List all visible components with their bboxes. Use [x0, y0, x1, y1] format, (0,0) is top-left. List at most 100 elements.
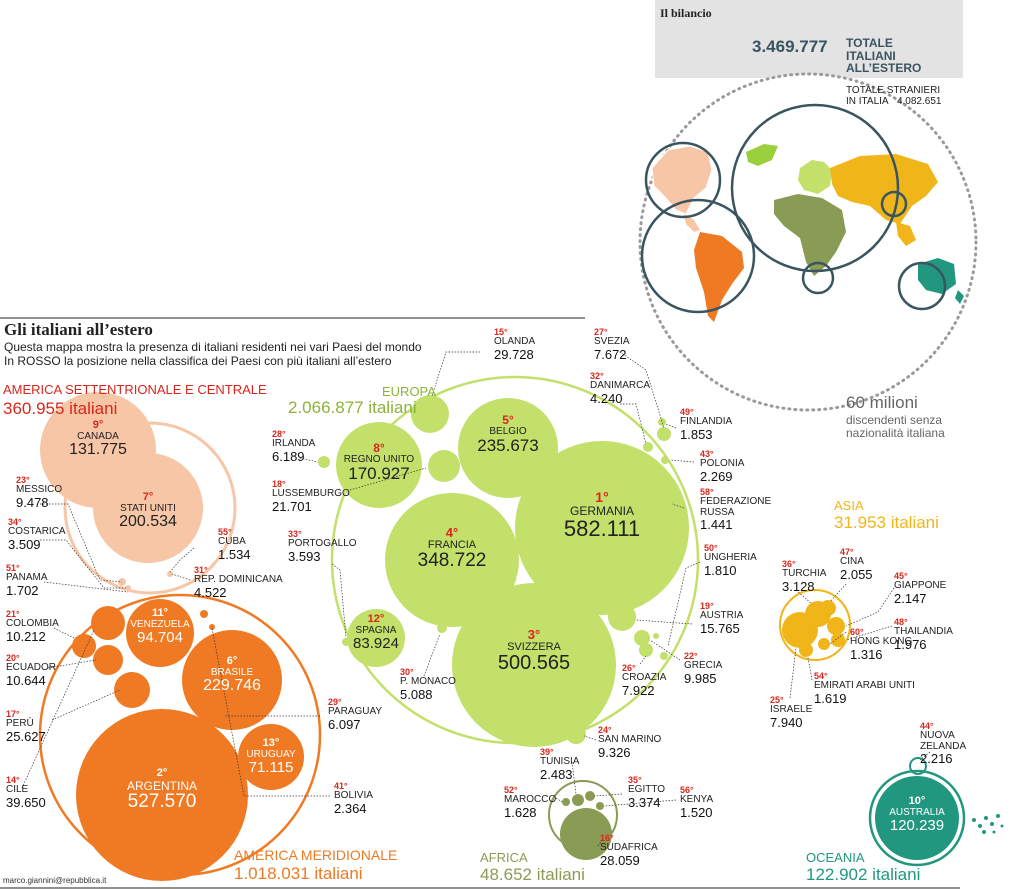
bubble-thailandia — [831, 633, 845, 647]
label-ecuador-rank: 20° — [6, 653, 20, 663]
label-ecuador-name: ECUADOR — [6, 662, 57, 674]
label-israele: 25° ISRAELE 7.940 — [770, 695, 812, 730]
label-portogallo-name: PORTOGALLO — [288, 538, 357, 550]
label-costarica-name: COSTARICA — [8, 526, 66, 538]
label-peru-name: PERÙ — [6, 718, 34, 730]
leader-cina — [829, 583, 847, 603]
label-colombia-name: COLOMBIA — [6, 618, 59, 630]
label-sudafrica-value: 28.059 — [600, 852, 640, 868]
bubble-cina — [820, 600, 836, 616]
label-cile: 14° CILE 39.650 — [6, 775, 46, 810]
label-cile-rank: 14° — [6, 775, 20, 785]
leader-monaco — [423, 633, 441, 677]
label-irlanda: 28° IRLANDA 6.189 — [272, 429, 316, 464]
label-svizzera: 3° SVIZZERA 500.565 — [478, 628, 590, 674]
region-nord-name: AMERICA SETTENTRIONALE E CENTRALE — [3, 382, 267, 397]
bubble-austria — [608, 603, 636, 631]
label-argentina-rank: 2° — [156, 767, 168, 779]
region-africa-total: 48.652 italiani — [480, 865, 585, 884]
label-spagna-name: SPAGNA — [355, 624, 397, 636]
label-bolivia-name: BOLIVIA — [334, 790, 373, 802]
asia-region-ring — [779, 589, 851, 661]
label-finlandia-value: 1.853 — [680, 426, 713, 442]
label-repdom-value: 4.522 — [194, 584, 227, 600]
label-croazia-rank: 26° — [622, 663, 636, 673]
label-argentina-name: ARGENTINA — [126, 778, 197, 793]
label-croazia-value: 7.922 — [622, 682, 655, 698]
bubble-kenya — [596, 802, 604, 810]
label-svizzera-rank: 3° — [527, 627, 541, 642]
europa-map-notch — [516, 568, 528, 578]
label-australia-value: 120.239 — [889, 817, 945, 835]
label-panama-name: PANAMA — [6, 572, 48, 584]
label-bolivia-rank: 41° — [334, 781, 348, 791]
label-australia-rank: 10° — [908, 795, 926, 807]
bubble-giappone — [827, 617, 845, 635]
label-nuovazelanda-value: 2.216 — [920, 751, 953, 767]
bilancio-foreign: TOTALE STRANIERI IN ITALIA 4.082.651 — [846, 85, 941, 107]
leader-thailandia — [845, 625, 893, 641]
label-germania: 1° GERMANIA 582.111 — [542, 490, 662, 541]
bubble-polonia — [661, 456, 669, 464]
region-sud-total: 1.018.031 italiani — [234, 864, 363, 883]
label-hongkong-name: HONG KONG — [850, 636, 913, 648]
leader-danimarca — [620, 403, 647, 445]
label-marocco-rank: 52° — [504, 785, 518, 795]
label-cina-value: 2.055 — [840, 566, 873, 582]
label-monaco-rank: 30° — [400, 667, 414, 677]
label-canada-name: CANADA — [77, 430, 119, 442]
label-thailandia-name: THAILANDIA — [894, 626, 953, 638]
subtitle-line-1: Questa mappa mostra la presenza di itali… — [4, 340, 422, 354]
region-oceania-total: 122.902 italiani — [806, 865, 921, 884]
region-europa-name: EUROPA — [382, 384, 436, 399]
label-giappone-rank: 45° — [894, 571, 908, 581]
label-giappone: 45° GIAPPONE 2.147 — [894, 571, 946, 606]
label-olanda: 15° OLANDA 29.728 — [494, 327, 535, 362]
label-kenya-rank: 56° — [680, 785, 694, 795]
label-panama: 51° PANAMA 1.702 — [6, 563, 48, 598]
bubble-egitto — [585, 791, 595, 801]
label-usa-value: 200.534 — [119, 513, 177, 531]
leader-grecia — [649, 639, 681, 661]
label-messico: 23° MESSICO 9.478 — [16, 475, 62, 510]
label-cuba-value: 1.534 — [218, 546, 251, 562]
bubble-olanda — [411, 395, 449, 433]
label-tunisia-value: 2.483 — [540, 766, 573, 782]
bubble-francia — [385, 493, 519, 627]
leader-costarica — [40, 539, 126, 589]
label-svezia-name: SVEZIA — [594, 336, 630, 348]
label-cuba: 55° CUBA 1.534 — [218, 527, 251, 562]
label-cina-name: CINA — [840, 556, 864, 568]
leader-hongkong — [829, 631, 847, 645]
label-danimarca: 32° DANIMARCA 4.240 — [590, 371, 650, 406]
label-polonia: 43° POLONIA 2.269 — [700, 449, 744, 484]
label-marocco: 52° MAROCCO 1.628 — [504, 785, 556, 820]
map-central-america — [684, 214, 700, 232]
label-venezuela-rank: 11° — [151, 607, 169, 619]
label-panama-rank: 51° — [6, 563, 20, 573]
bilancio-total-value: 3.469.777 — [752, 37, 828, 56]
bilancio-descendants-label-2: nazionalità italiana — [846, 425, 945, 440]
leader-ecuador — [47, 659, 97, 669]
label-svezia-value: 7.672 — [594, 346, 627, 362]
label-tunisia-name: TUNISIA — [540, 756, 580, 768]
map-africa — [774, 194, 846, 276]
label-svezia-rank: 27° — [594, 327, 608, 337]
label-turchia: 36° TURCHIA 3.128 — [782, 559, 826, 594]
label-israele-value: 7.940 — [770, 714, 803, 730]
leader-kenya — [603, 799, 677, 807]
bubble-emirati — [799, 643, 813, 657]
label-regnounito-name: REGNO UNITO — [343, 453, 415, 465]
bubble-germania — [515, 441, 689, 615]
label-ungheria-name: UNGHERIA — [704, 552, 757, 564]
region-asia-total: 31.953 italiani — [834, 513, 939, 532]
bilancio-total-label-3: ALL’ESTERO — [846, 61, 922, 76]
label-russia-rank: 58° — [700, 487, 714, 497]
label-repdom-name: REP. DOMINICANA — [194, 574, 283, 586]
label-irlanda-name: IRLANDA — [272, 438, 316, 450]
label-brasile-rank: 6° — [226, 655, 238, 667]
label-nuovazelanda-rank: 44° — [920, 721, 934, 731]
bubble-bolivia — [209, 624, 215, 630]
bubble-belgio — [458, 398, 558, 498]
